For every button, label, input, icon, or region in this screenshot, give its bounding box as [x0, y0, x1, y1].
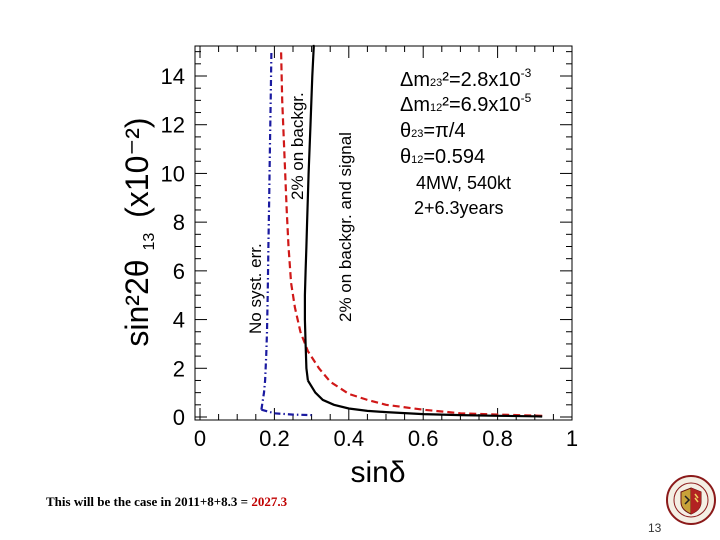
- param-dm23: Δm23²=2.8x10-3: [400, 66, 532, 91]
- curve-label-bkg-signal: 2% on backgr. and signal: [336, 132, 355, 322]
- y-tick-label: 8: [173, 210, 185, 235]
- x-tick-label: 0.8: [482, 426, 513, 451]
- y-tick-label: 6: [173, 259, 185, 284]
- page-number: 13: [648, 521, 662, 535]
- y-axis-title: sin²2θ 13 (x10⁻²): [119, 117, 161, 346]
- param-dm12: Δm12²=6.9x10-5: [400, 91, 532, 116]
- svg-text:sin²2θ 13 (x10⁻²): sin²2θ 13 (x10⁻²): [119, 117, 161, 346]
- y-axis-title-sub: 13: [141, 233, 158, 251]
- params-block: Δm23²=2.8x10-3 Δm12²=6.9x10-5 θ23=π/4 θ1…: [400, 66, 532, 218]
- y-tick-label: 14: [161, 64, 185, 89]
- x-axis-title: sinδ: [350, 456, 405, 489]
- x-tick-label: 0.4: [334, 426, 365, 451]
- plot-frame: [194, 45, 573, 421]
- series-no-syst-err: [260, 51, 273, 410]
- curve-label-no-syst: No syst. err.: [246, 243, 265, 334]
- x-tick-label: 0: [194, 426, 206, 451]
- university-seal-icon: [666, 475, 716, 525]
- y-tick-label: 12: [161, 113, 185, 138]
- y-axis: 0 2 4 6 8 10 12 14: [161, 51, 572, 430]
- x-axis: 0 0.2 0.4 0.6 0.8 1: [194, 46, 578, 451]
- setup-power: 4MW, 540kt: [416, 173, 511, 193]
- y-tick-label: 0: [173, 405, 185, 430]
- series-layer: [260, 44, 543, 418]
- y-axis-title-scale: (x10⁻²): [119, 117, 155, 217]
- y-tick-label: 2: [173, 356, 185, 381]
- caption: This will be the case in 2011+8+8.3 = 20…: [46, 494, 287, 510]
- x-tick-label: 0.2: [259, 426, 290, 451]
- curve-label-bkg: 2% on backgr.: [288, 92, 307, 200]
- series-bkg-signal: [306, 379, 543, 418]
- y-tick-label: 4: [173, 308, 185, 333]
- series-bkg: [280, 51, 543, 417]
- series-bkg-signal-upper: [303, 44, 315, 381]
- x-tick-label: 0.6: [408, 426, 439, 451]
- caption-text: This will be the case in 2011+8+8.3 =: [46, 494, 252, 509]
- x-tick-label: 1: [566, 426, 578, 451]
- param-theta23: θ23=π/4: [400, 120, 466, 142]
- param-theta12: θ12=0.594: [400, 146, 485, 168]
- y-axis-title-main: sin²2θ: [119, 259, 155, 346]
- caption-year: 2027.3: [251, 494, 288, 509]
- y-tick-label: 10: [161, 161, 185, 186]
- setup-years: 2+6.3years: [414, 198, 504, 218]
- series-no-syst-err-tail: [261, 408, 312, 417]
